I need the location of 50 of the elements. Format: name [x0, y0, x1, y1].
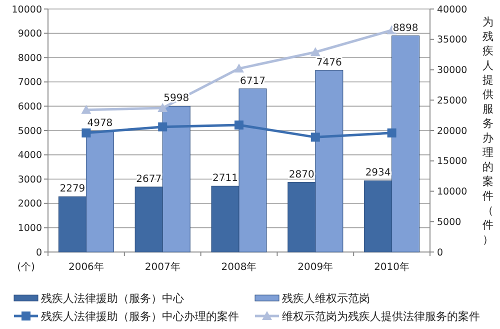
point	[234, 120, 244, 130]
point	[310, 132, 320, 142]
data-label: 4978	[87, 118, 113, 130]
y-tick-label: 8000	[18, 52, 42, 64]
y2-tick-label: 5000	[437, 216, 462, 228]
point	[387, 128, 396, 138]
y-axis-title: (个)	[17, 261, 35, 273]
y-tick-label: 10000	[12, 4, 42, 16]
y2-tick-label: 10000	[437, 186, 468, 198]
data-label: 2934	[365, 168, 391, 179]
legend-label: 残疾人维权示范岗	[282, 292, 370, 305]
y2-tick-label: 40000	[437, 4, 468, 16]
data-label: 6717	[240, 76, 266, 87]
point	[158, 103, 168, 112]
text: 为残疾人提供服务办理的案件（件）	[482, 16, 494, 246]
legend-label: 维权示范岗为残疾人提供法律服务的案件	[282, 310, 480, 323]
point	[234, 64, 244, 73]
point	[82, 128, 91, 138]
point	[158, 122, 168, 132]
legend-label: 残疾人法律援助（服务）中心办理的案件	[41, 310, 239, 323]
y-tick-label: 2000	[18, 198, 42, 210]
y-tick-label: 3000	[18, 174, 42, 186]
y-tick-label: 1000	[18, 223, 42, 234]
data-label: 8898	[392, 22, 418, 34]
y2-tick-label: 0	[437, 247, 444, 258]
data-label: 5998	[164, 93, 190, 104]
data-label: 7476	[316, 57, 342, 68]
x-tick-label: 2010年	[374, 261, 410, 273]
point	[310, 47, 320, 56]
y2-tick-label: 15000	[437, 156, 468, 168]
legend-label: 残疾人法律援助（服务）中心	[41, 292, 184, 305]
y-tick-label: 9000	[18, 28, 42, 40]
y2-tick-label: 20000	[437, 126, 468, 137]
data-label: 2711	[212, 173, 238, 184]
point	[81, 104, 92, 114]
y2-tick-label: 25000	[437, 95, 468, 106]
y-tick-label: 5000	[18, 126, 42, 137]
y-tick-label: 7000	[18, 77, 42, 88]
y2-tick-label: 30000	[437, 65, 468, 76]
y2-tick-label: 35000	[437, 34, 468, 46]
x-tick-label: 2006年	[68, 261, 104, 273]
y-tick-label: 4000	[18, 150, 42, 162]
data-label: 2677	[136, 174, 162, 185]
y-tick-label: 0	[36, 247, 42, 258]
y-tick-label: 6000	[18, 102, 42, 113]
x-tick-label: 2009年	[298, 261, 334, 273]
data-label: 2279	[60, 184, 86, 195]
data-label: 2870	[288, 169, 314, 180]
x-tick-label: 2007年	[144, 261, 180, 273]
x-tick-label: 2008年	[221, 261, 257, 273]
